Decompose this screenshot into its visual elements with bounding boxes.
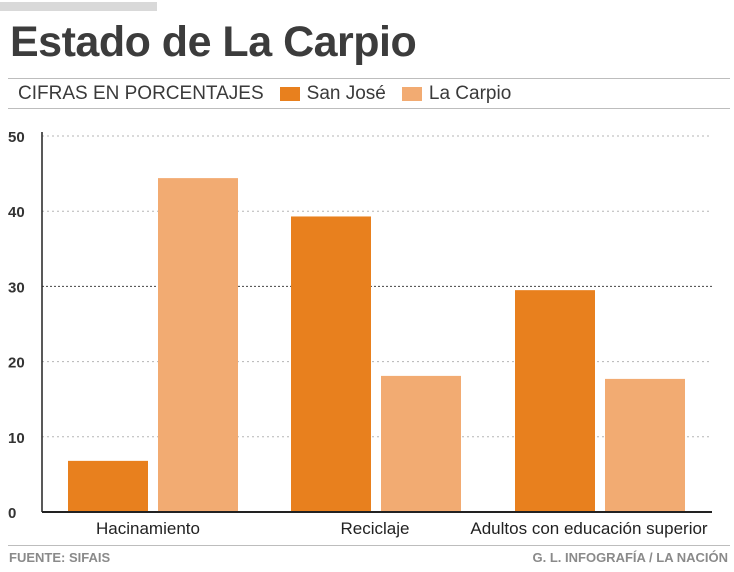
top-accent-bar xyxy=(0,2,157,11)
legend-label-la-carpio: La Carpio xyxy=(428,82,512,104)
y-tick-label: 0 xyxy=(8,505,16,522)
x-tick-label: Reciclaje xyxy=(341,519,410,538)
source-note: FUENTE: SIFAIS xyxy=(9,550,111,565)
legend-swatch-san-jose xyxy=(279,86,300,101)
x-tick-label: Adultos con educación superior xyxy=(470,519,708,538)
legend-swatch-la-carpio xyxy=(401,86,422,101)
bar-san-jose-3 xyxy=(515,290,595,512)
bar-la-carpio-2 xyxy=(381,375,461,512)
y-tick-label: 50 xyxy=(8,129,25,146)
legend-item-san-jose: San José xyxy=(279,82,386,105)
legend-label-san-jose: San José xyxy=(306,82,386,104)
bar-la-carpio-3 xyxy=(605,378,685,512)
y-tick-label: 40 xyxy=(8,204,25,221)
legend-bar: CIFRAS EN PORCENTAJES San José La Carpio xyxy=(8,78,730,109)
y-tick-label: 20 xyxy=(8,355,25,372)
footer-divider xyxy=(8,545,730,546)
chart-title: Estado de La Carpio xyxy=(10,18,417,66)
y-tick-label: 30 xyxy=(8,279,25,296)
credit-note: G. L. INFOGRAFÍA / LA NACIÓN xyxy=(532,550,728,565)
bar-la-carpio-1 xyxy=(158,178,238,512)
x-tick-label: Hacinamiento xyxy=(96,519,200,538)
bar-san-jose-2 xyxy=(291,216,371,513)
chart-subtitle: CIFRAS EN PORCENTAJES xyxy=(18,82,264,104)
legend-item-la-carpio: La Carpio xyxy=(401,82,512,105)
y-tick-label: 10 xyxy=(8,430,25,447)
bar-san-jose-1 xyxy=(68,460,148,512)
